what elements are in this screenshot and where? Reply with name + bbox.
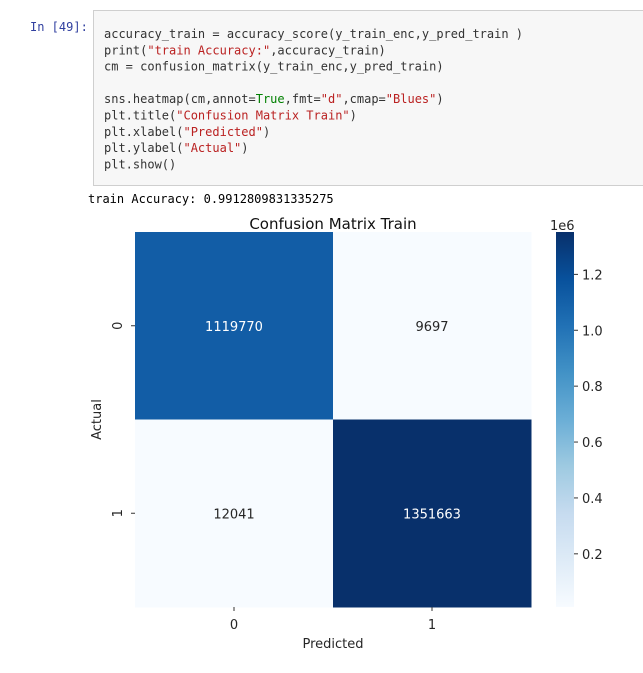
code-line: plt.xlabel("Predicted") <box>104 125 270 139</box>
code-line: plt.show() <box>104 157 176 171</box>
colorbar <box>556 232 574 607</box>
code-token: "Predicted" <box>183 125 262 139</box>
code-token: plt.title( <box>104 109 176 123</box>
code-token: "Blues" <box>386 92 437 106</box>
code-token: "Actual" <box>183 141 241 155</box>
cell-prompt: In [49]: <box>30 20 88 34</box>
y-axis-label: Actual <box>90 399 105 440</box>
code-token: accuracy_train = accuracy_score(y_train_… <box>104 27 523 41</box>
colorbar-tick-label: 1.2 <box>582 268 603 283</box>
cell-output: train Accuracy: 0.9912809831335275 <box>88 192 334 206</box>
colorbar-tick-label: 0.4 <box>582 492 603 507</box>
code-line: print("train Accuracy:",accuracy_train) <box>104 43 386 57</box>
code-line: plt.ylabel("Actual") <box>104 141 249 155</box>
y-tick-label: 0 <box>111 322 126 330</box>
code-line: accuracy_train = accuracy_score(y_train_… <box>104 27 523 41</box>
code-line: plt.title("Confusion Matrix Train") <box>104 109 357 123</box>
colorbar-tick-label: 0.8 <box>582 380 603 395</box>
code-token: ) <box>350 109 357 123</box>
code-token: plt.show() <box>104 157 176 171</box>
code-token: True <box>256 92 285 106</box>
code-token: plt.ylabel( <box>104 141 183 155</box>
x-axis-label: Predicted <box>302 637 363 652</box>
code-line: cm = confusion_matrix(y_train_enc,y_pred… <box>104 60 444 74</box>
code-token: print( <box>104 43 147 57</box>
code-token: "d" <box>321 92 343 106</box>
colorbar-offset: 1e6 <box>550 219 575 234</box>
cell-annotation: 12041 <box>213 507 254 522</box>
code-token: ) <box>436 92 443 106</box>
colorbar-tick-label: 1.0 <box>582 324 603 339</box>
code-token: sns.heatmap(cm,annot= <box>104 92 256 106</box>
code-token: "Confusion Matrix Train" <box>176 109 349 123</box>
code-line: sns.heatmap(cm,annot=True,fmt="d",cmap="… <box>104 92 444 106</box>
y-tick-label: 1 <box>111 509 126 517</box>
cell-annotation: 9697 <box>415 320 448 335</box>
heatmap: 1119770 9697 12041 1351663 0 1 0 1 Confusion Mat… <box>90 215 603 652</box>
colorbar-tick-label: 0.2 <box>582 548 603 563</box>
colorbar-tick-label: 0.6 <box>582 436 603 451</box>
chart-title: Confusion Matrix Train <box>249 215 416 233</box>
code-token: ,cmap= <box>342 92 385 106</box>
cell-annotation: 1119770 <box>205 320 263 335</box>
code-token: ) <box>241 141 248 155</box>
code-token: "train Accuracy:" <box>147 43 270 57</box>
code-token: plt.xlabel( <box>104 125 183 139</box>
x-tick-label: 0 <box>230 618 238 633</box>
cell-annotation: 1351663 <box>403 507 461 522</box>
code-token: ) <box>263 125 270 139</box>
code-token: cm = confusion_matrix(y_train_enc,y_pred… <box>104 60 444 74</box>
code-token: ,accuracy_train) <box>270 43 386 57</box>
x-tick-label: 1 <box>428 618 436 633</box>
code-token: ,fmt= <box>285 92 321 106</box>
